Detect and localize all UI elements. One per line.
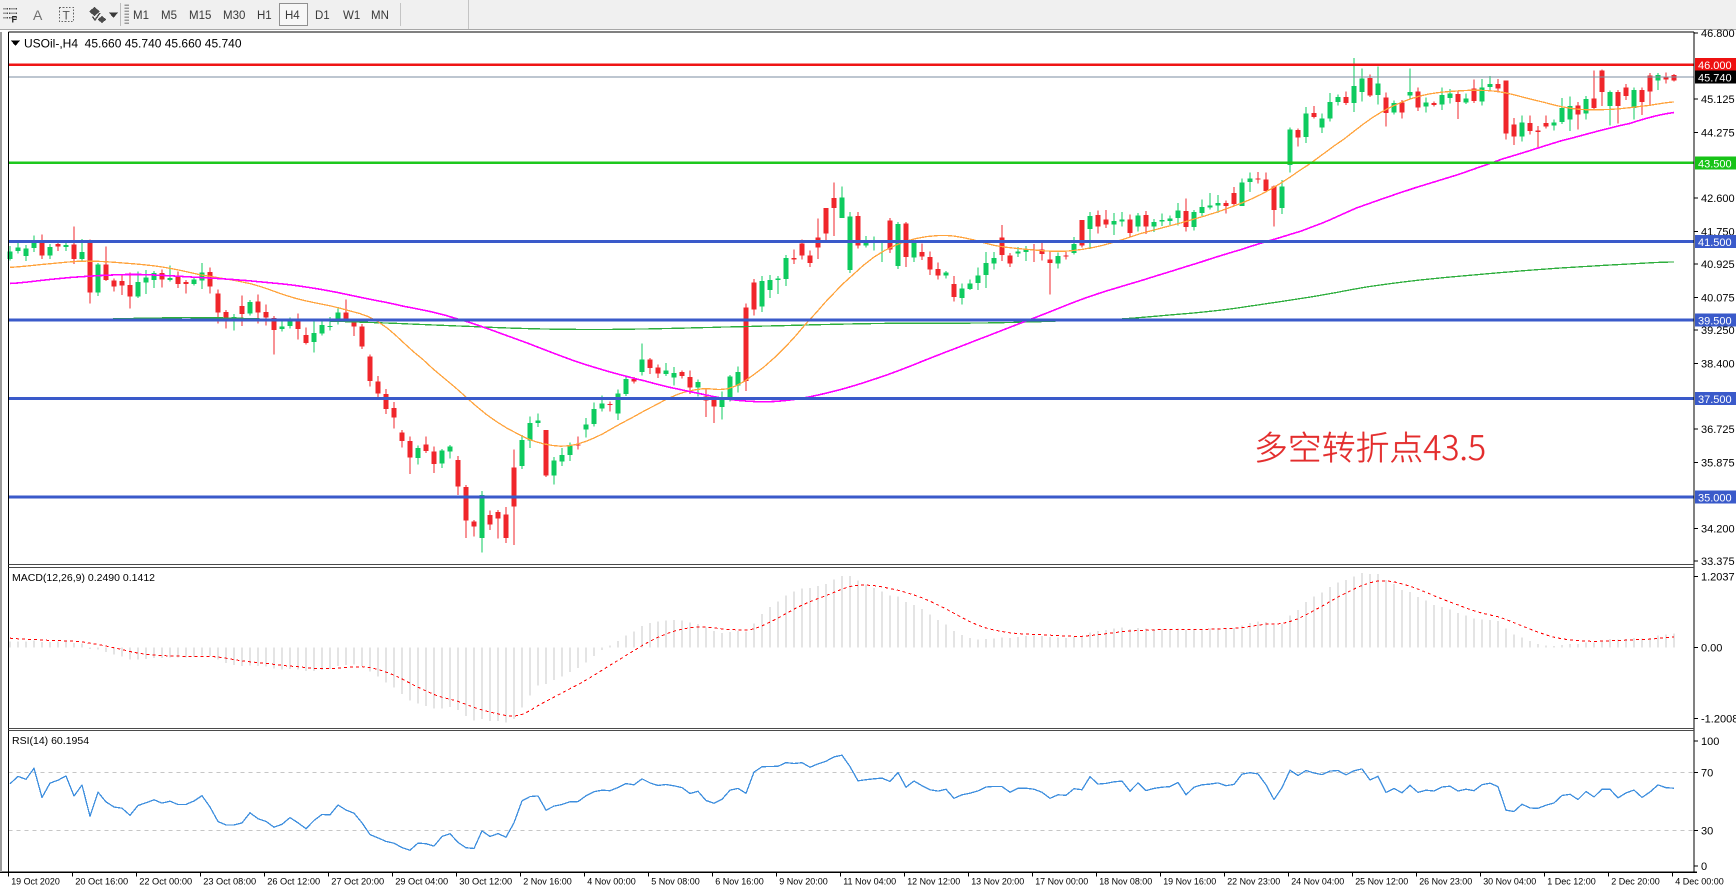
svg-text:19 Oct 2020: 19 Oct 2020 <box>11 877 60 888</box>
svg-text:30 Oct 12:00: 30 Oct 12:00 <box>459 877 512 888</box>
svg-text:0: 0 <box>1701 861 1707 873</box>
svg-text:33.375: 33.375 <box>1701 556 1735 568</box>
svg-text:M15: M15 <box>189 10 211 22</box>
svg-text:30 Nov 04:00: 30 Nov 04:00 <box>1483 877 1536 888</box>
svg-text:19 Nov 16:00: 19 Nov 16:00 <box>1163 877 1216 888</box>
svg-text:D1: D1 <box>315 10 330 22</box>
svg-text:30: 30 <box>1701 826 1713 838</box>
svg-text:11 Nov 04:00: 11 Nov 04:00 <box>843 877 896 888</box>
svg-text:MACD(12,26,9) 0.2490 0.1412: MACD(12,26,9) 0.2490 0.1412 <box>12 572 155 584</box>
svg-text:17 Nov 00:00: 17 Nov 00:00 <box>1035 877 1088 888</box>
svg-text:18 Nov 08:00: 18 Nov 08:00 <box>1099 877 1152 888</box>
svg-text:38.400: 38.400 <box>1701 358 1735 370</box>
svg-text:4 Nov 00:00: 4 Nov 00:00 <box>587 877 636 888</box>
svg-text:22 Nov 23:00: 22 Nov 23:00 <box>1227 877 1280 888</box>
svg-text:6 Nov 16:00: 6 Nov 16:00 <box>715 877 764 888</box>
svg-text:4 Dec 00:00: 4 Dec 00:00 <box>1675 877 1724 888</box>
svg-text:A: A <box>33 7 43 23</box>
svg-text:42.600: 42.600 <box>1701 193 1735 205</box>
svg-text:2 Nov 16:00: 2 Nov 16:00 <box>523 877 572 888</box>
svg-text:40.075: 40.075 <box>1701 293 1735 305</box>
svg-text:39.250: 39.250 <box>1701 325 1735 337</box>
svg-text:35.000: 35.000 <box>1698 492 1732 504</box>
svg-text:41.500: 41.500 <box>1698 237 1732 249</box>
svg-text:W1: W1 <box>343 10 360 22</box>
svg-text:25 Nov 12:00: 25 Nov 12:00 <box>1355 877 1408 888</box>
svg-text:M5: M5 <box>161 10 177 22</box>
svg-text:36.725: 36.725 <box>1701 424 1735 436</box>
svg-text:1 Dec 12:00: 1 Dec 12:00 <box>1547 877 1596 888</box>
svg-text:T: T <box>63 9 71 23</box>
svg-text:MN: MN <box>371 10 389 22</box>
svg-text:F: F <box>12 15 18 25</box>
svg-text:-1.2008: -1.2008 <box>1701 713 1736 725</box>
svg-text:5 Nov 08:00: 5 Nov 08:00 <box>651 877 700 888</box>
svg-text:70: 70 <box>1701 767 1713 779</box>
svg-text:2 Dec 20:00: 2 Dec 20:00 <box>1611 877 1660 888</box>
svg-text:45.125: 45.125 <box>1701 94 1735 106</box>
svg-text:M30: M30 <box>223 10 245 22</box>
svg-text:USOil-,H4 45.660 45.740 45.66: USOil-,H4 45.660 45.740 45.660 45.740 <box>24 37 242 51</box>
svg-text:44.275: 44.275 <box>1701 127 1735 139</box>
svg-text:43.500: 43.500 <box>1698 158 1732 170</box>
svg-text:H1: H1 <box>257 10 272 22</box>
svg-text:100: 100 <box>1701 736 1719 748</box>
svg-text:0.00: 0.00 <box>1701 643 1722 655</box>
svg-text:22 Oct 00:00: 22 Oct 00:00 <box>139 877 192 888</box>
svg-text:34.200: 34.200 <box>1701 523 1735 535</box>
svg-text:29 Oct 04:00: 29 Oct 04:00 <box>395 877 448 888</box>
svg-text:45.740: 45.740 <box>1698 73 1732 85</box>
svg-text:46.800: 46.800 <box>1701 28 1735 40</box>
svg-text:37.500: 37.500 <box>1698 394 1732 406</box>
svg-text:46.000: 46.000 <box>1698 60 1732 72</box>
svg-text:RSI(14) 60.1954: RSI(14) 60.1954 <box>12 735 89 747</box>
svg-text:26 Oct 12:00: 26 Oct 12:00 <box>267 877 320 888</box>
svg-text:24 Nov 04:00: 24 Nov 04:00 <box>1291 877 1344 888</box>
svg-text:20 Oct 16:00: 20 Oct 16:00 <box>75 877 128 888</box>
svg-text:39.500: 39.500 <box>1698 316 1732 328</box>
svg-text:M1: M1 <box>133 10 149 22</box>
svg-text:H4: H4 <box>285 10 300 22</box>
svg-text:9 Nov 20:00: 9 Nov 20:00 <box>779 877 828 888</box>
svg-text:26 Nov 23:00: 26 Nov 23:00 <box>1419 877 1472 888</box>
svg-text:12 Nov 12:00: 12 Nov 12:00 <box>907 877 960 888</box>
svg-text:13 Nov 20:00: 13 Nov 20:00 <box>971 877 1024 888</box>
svg-text:1.2037: 1.2037 <box>1701 572 1735 584</box>
svg-text:35.875: 35.875 <box>1701 458 1735 470</box>
svg-text:23 Oct 08:00: 23 Oct 08:00 <box>203 877 256 888</box>
svg-text:40.925: 40.925 <box>1701 259 1735 271</box>
svg-text:27 Oct 20:00: 27 Oct 20:00 <box>331 877 384 888</box>
